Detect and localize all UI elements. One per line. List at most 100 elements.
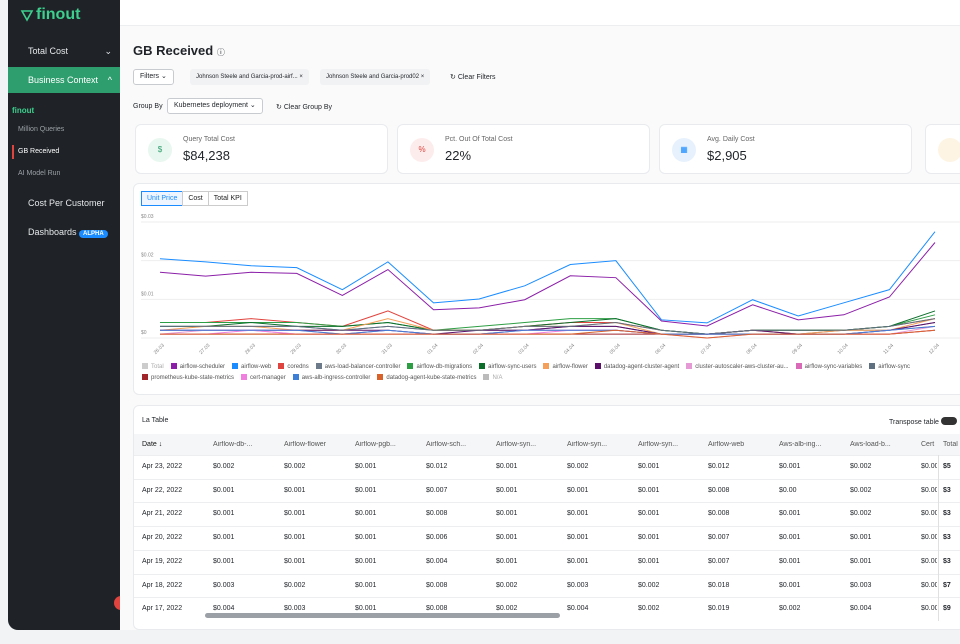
transpose-toggle[interactable]: Transpose table: [889, 417, 957, 426]
sub-item-active[interactable]: GB Received: [18, 148, 60, 155]
column-header[interactable]: Airflow-web: [708, 441, 745, 448]
legend-item[interactable]: airflow-web: [232, 362, 271, 373]
kpi-label: Avg. Daily Cost: [707, 136, 755, 143]
legend-label: N/A: [492, 375, 503, 381]
table-cell: $0.002: [850, 486, 872, 494]
tab[interactable]: Unit Price: [141, 191, 184, 206]
table-cell: $3: [943, 534, 951, 542]
table-cell: $0.001: [921, 486, 937, 494]
column-header[interactable]: Airflow-pgb...: [355, 441, 396, 448]
table-cell: $0.001: [638, 486, 660, 494]
table-cell: $0.001: [779, 557, 801, 565]
table-cell: $0.003: [284, 605, 306, 613]
legend-swatch: [278, 363, 285, 369]
tab[interactable]: Cost: [182, 191, 209, 206]
column-header[interactable]: Cert: [921, 441, 935, 448]
legend-item[interactable]: airflow-sync-users: [479, 362, 536, 373]
table-cell: Apr 18, 2022: [142, 581, 183, 589]
table-cell: $0.001: [638, 534, 660, 542]
table-cell: $0.001: [213, 557, 235, 565]
table-cell: $0.001: [779, 534, 801, 542]
nav-item[interactable]: Total Cost ⌄: [28, 46, 112, 56]
table-title: La Table: [142, 417, 169, 424]
legend-item[interactable]: prometheus-kube-state-metrics: [142, 373, 234, 384]
column-header[interactable]: Date ↓: [142, 441, 163, 448]
nav-item[interactable]: Dashboards ALPHA: [8, 219, 120, 245]
legend-item[interactable]: aws-load-balancer-controller: [315, 362, 400, 373]
clear-filters[interactable]: ↻ Clear Filters: [450, 74, 496, 81]
kpi-label: Pct. Out Of Total Cost: [445, 136, 513, 143]
chip-label: Johnson Steele and Garcia-prod-airf...: [196, 74, 298, 80]
series-line: [160, 329, 936, 339]
filter-chip[interactable]: Johnson Steele and Garcia-prod02 ×: [320, 69, 431, 85]
y-tick-label: $0.02: [141, 253, 154, 259]
row-divider: [134, 455, 960, 456]
chip-label: Johnson Steele and Garcia-prod02: [326, 74, 420, 80]
table-cell: $0.001: [355, 557, 377, 565]
sub-item[interactable]: Million Queries: [18, 126, 65, 133]
table-cell: $0.001: [355, 534, 377, 542]
column-header[interactable]: Airflow-db-...: [213, 441, 253, 448]
legend-swatch: [241, 374, 248, 380]
x-tick-label: 08.04: [745, 343, 758, 356]
column-header[interactable]: Aws-load-b...: [850, 441, 891, 448]
legend-item[interactable]: cluster-autoscaler-aws-cluster-au...: [686, 362, 789, 373]
logo-icon: [20, 10, 34, 22]
legend-label: datadog-agent-kube-state-metrics: [386, 375, 477, 381]
table-cell: $0.002: [921, 605, 937, 613]
x-tick-label: 28.03: [244, 343, 257, 356]
table-cell: $0.002: [284, 581, 306, 589]
table-cell: $0.004: [426, 557, 448, 565]
legend-item[interactable]: coredns: [278, 362, 309, 373]
topbar: [120, 0, 960, 26]
legend-item[interactable]: datadog-agent-cluster-agent: [594, 362, 679, 373]
kpi-label: Query Total Cost: [183, 136, 236, 143]
legend-swatch: [292, 374, 299, 380]
table-cell: $0.004: [213, 605, 235, 613]
legend-item[interactable]: datadog-agent-kube-state-metrics: [377, 373, 476, 384]
legend-item[interactable]: Total: [142, 362, 164, 373]
clear-group[interactable]: ↻ Clear Group By: [276, 104, 333, 111]
nav-item[interactable]: Cost Per Customer: [28, 198, 105, 208]
legend-item[interactable]: airflow-flower: [543, 362, 588, 373]
column-header[interactable]: Aws-alb-ing...: [779, 441, 822, 448]
column-header[interactable]: Airflow-flower: [284, 441, 327, 448]
table-cell: $0.001: [921, 510, 937, 518]
legend-swatch: [170, 363, 177, 369]
tab[interactable]: Total KPI: [207, 191, 248, 206]
scrollbar[interactable]: [205, 613, 560, 618]
y-tick-label: $0.01: [141, 291, 154, 297]
table-cell: $0.003: [213, 581, 235, 589]
legend-item[interactable]: airflow-scheduler: [170, 362, 225, 373]
table-cell: $0.002: [567, 463, 589, 470]
column-header[interactable]: Airflow-syn...: [638, 441, 679, 448]
legend: Total airflow-scheduler airflow-web coredns…: [142, 362, 960, 386]
filters-button[interactable]: Filters ⌄: [133, 69, 174, 85]
nav-item-active[interactable]: Business Context ^: [8, 67, 120, 93]
sub-item[interactable]: AI Model Run: [18, 170, 61, 177]
legend-item[interactable]: N/A: [483, 373, 502, 384]
group-select[interactable]: Kubernetes deployment ⌄: [167, 98, 263, 114]
legend-swatch: [142, 363, 148, 369]
table-cell: $0.001: [496, 463, 518, 470]
table-cell: $0.002: [921, 463, 937, 470]
legend-item[interactable]: airflow-sync: [869, 362, 910, 373]
logo: finout: [36, 6, 81, 23]
table-cell: $0.001: [638, 463, 660, 470]
legend-item[interactable]: airflow-sync-variables: [795, 362, 862, 373]
column-header[interactable]: Airflow-sch...: [426, 441, 467, 448]
table-cell: $0.001: [355, 463, 377, 470]
legend-item[interactable]: cert-manager: [241, 373, 286, 384]
legend-item[interactable]: aws-alb-ingress-controller: [292, 373, 370, 384]
column-header[interactable]: Airflow-syn...: [496, 441, 537, 448]
table-cell: $0.002: [850, 510, 872, 518]
column-header[interactable]: Total: [943, 441, 958, 448]
table-cell: $0.002: [638, 581, 660, 589]
table-cell: $0.008: [426, 581, 448, 589]
column-header[interactable]: Airflow-syn...: [567, 441, 608, 448]
legend-swatch: [686, 363, 693, 369]
table-cell: $0.001: [496, 557, 518, 565]
legend-item[interactable]: airflow-db-migrations: [407, 362, 472, 373]
y-tick-label: $0.03: [141, 214, 154, 220]
filter-chip[interactable]: Johnson Steele and Garcia-prod-airf... ×: [190, 69, 309, 85]
